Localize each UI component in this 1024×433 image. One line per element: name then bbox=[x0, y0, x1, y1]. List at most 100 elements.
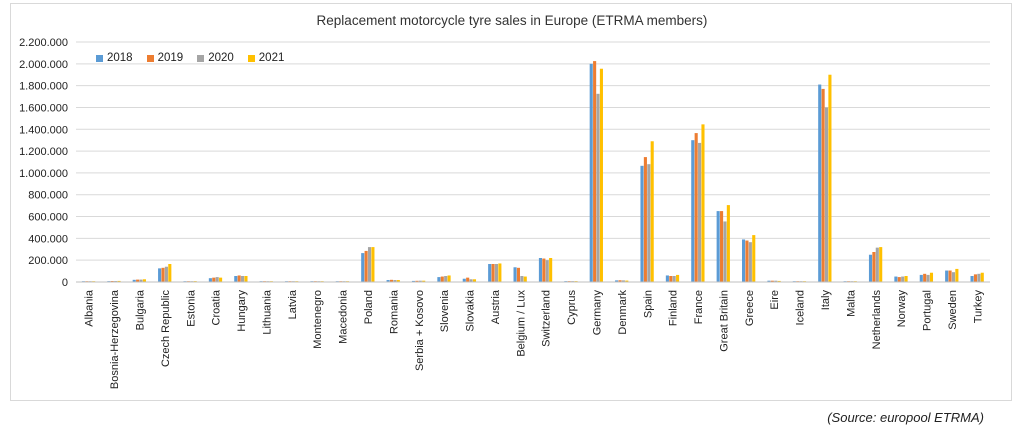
y-tick-label: 0 bbox=[62, 277, 68, 289]
x-tick-label: Macedonia bbox=[338, 289, 350, 344]
x-tick-label: Poland bbox=[363, 290, 375, 324]
bar-2020 bbox=[393, 280, 397, 282]
x-tick-label: Serbia + Kosovo bbox=[414, 290, 426, 371]
bar-2021 bbox=[447, 275, 451, 282]
bar-2019 bbox=[745, 240, 749, 282]
chart-title: Replacement motorcycle tyre sales in Eur… bbox=[316, 13, 708, 28]
x-tick-label: Slovenia bbox=[439, 289, 451, 332]
x-tick-label: Finland bbox=[668, 290, 680, 326]
bar-2020 bbox=[824, 107, 829, 282]
x-tick-label: Cyprus bbox=[566, 290, 578, 325]
bar-2021 bbox=[219, 277, 223, 282]
bar-2019 bbox=[516, 267, 521, 282]
bar-2020 bbox=[367, 247, 372, 282]
bar-2020 bbox=[418, 280, 422, 282]
bar-2019 bbox=[720, 211, 724, 282]
bar-2020 bbox=[977, 273, 981, 282]
bar-2018 bbox=[894, 276, 898, 282]
x-tick-label: Latvia bbox=[287, 289, 299, 319]
y-tick-label: 200.000 bbox=[28, 255, 68, 267]
x-tick-label: Greece bbox=[744, 290, 756, 326]
bar-2018 bbox=[615, 280, 619, 282]
bar-2020 bbox=[621, 280, 625, 282]
x-tick-label: Hungary bbox=[236, 290, 248, 332]
bar-2019 bbox=[364, 250, 368, 282]
x-tick-label: Switzerland bbox=[541, 290, 553, 347]
bar-2018 bbox=[132, 279, 136, 282]
x-tick-label: Spain bbox=[642, 290, 654, 318]
bar-2018 bbox=[411, 280, 416, 282]
x-tick-label: Italy bbox=[820, 290, 832, 311]
bar-2021 bbox=[904, 276, 908, 282]
bar-2018 bbox=[868, 254, 873, 282]
bar-2019 bbox=[542, 258, 546, 282]
legend-swatch bbox=[96, 54, 103, 62]
bar-2021 bbox=[472, 279, 477, 282]
bar-2018 bbox=[437, 277, 441, 282]
bar-2019 bbox=[821, 88, 825, 282]
x-tick-label: Portugal bbox=[922, 290, 934, 331]
bar-2021 bbox=[244, 276, 248, 282]
x-tick-label: Iceland bbox=[795, 290, 807, 325]
bar-2019 bbox=[491, 264, 495, 282]
bar-2021 bbox=[980, 272, 984, 282]
bar-2018 bbox=[640, 165, 644, 282]
bar-2021 bbox=[929, 272, 934, 282]
bar-2019 bbox=[389, 279, 394, 282]
bar-2020 bbox=[139, 279, 143, 282]
bar-2021 bbox=[676, 274, 680, 282]
y-tick-label: 1.600.000 bbox=[19, 102, 68, 114]
bar-2019 bbox=[415, 280, 419, 282]
source-note: (Source: europool ETRMA) bbox=[827, 410, 984, 425]
bar-2021 bbox=[955, 268, 959, 282]
bar-2021 bbox=[117, 280, 121, 282]
y-tick-label: 400.000 bbox=[28, 233, 68, 245]
bar-2019 bbox=[770, 280, 774, 282]
bar-2019 bbox=[466, 277, 470, 282]
bar-2019 bbox=[872, 252, 876, 282]
bar-2020 bbox=[469, 279, 473, 282]
bar-2018 bbox=[513, 267, 517, 282]
y-tick-label: 1.200.000 bbox=[19, 146, 68, 158]
x-tick-label: Germany bbox=[591, 290, 603, 336]
bar-2020 bbox=[494, 264, 499, 282]
bar-2018 bbox=[818, 84, 822, 282]
bar-2018 bbox=[767, 280, 771, 282]
bar-2021 bbox=[168, 264, 172, 282]
bar-2018 bbox=[589, 63, 593, 283]
x-tick-label: Denmark bbox=[617, 290, 629, 335]
legend-item: 2018 bbox=[96, 52, 133, 64]
y-tick-label: 1.000.000 bbox=[19, 168, 68, 180]
bar-2019 bbox=[669, 276, 673, 282]
bar-2021 bbox=[371, 247, 375, 282]
y-tick-label: 2.200.000 bbox=[19, 37, 68, 49]
bar-2019 bbox=[161, 267, 165, 282]
bar-2021 bbox=[498, 263, 502, 282]
bar-2020 bbox=[774, 280, 778, 282]
bar-2019 bbox=[618, 280, 622, 282]
x-tick-label: Estonia bbox=[185, 289, 197, 327]
bar-2018 bbox=[361, 253, 365, 282]
bar-2018 bbox=[970, 276, 974, 282]
x-tick-label: Austria bbox=[490, 289, 502, 324]
bar-2020 bbox=[698, 142, 702, 282]
chart-frame bbox=[10, 3, 1012, 401]
x-tick-label: France bbox=[693, 290, 705, 324]
bar-2020 bbox=[672, 276, 676, 282]
legend-swatch bbox=[146, 54, 154, 62]
bar-2018 bbox=[208, 278, 212, 282]
x-tick-label: Bulgaria bbox=[134, 289, 146, 330]
bar-2020 bbox=[647, 164, 651, 282]
legend-label: 2019 bbox=[157, 52, 184, 64]
bar-2018 bbox=[386, 280, 390, 282]
bar-2019 bbox=[440, 276, 444, 282]
y-tick-label: 1.800.000 bbox=[19, 81, 68, 93]
bar-2020 bbox=[901, 276, 905, 282]
bar-2019 bbox=[136, 279, 140, 282]
bar-2021 bbox=[650, 141, 654, 282]
x-tick-label: Sweden bbox=[947, 290, 959, 330]
bar-2021 bbox=[752, 235, 756, 282]
x-tick-label: Croatia bbox=[211, 289, 223, 325]
y-tick-label: 800.000 bbox=[28, 190, 68, 202]
y-tick-label: 1.400.000 bbox=[19, 124, 68, 136]
